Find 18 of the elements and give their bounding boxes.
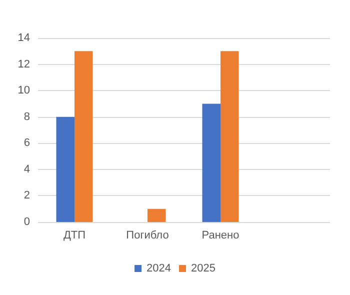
y-tick-label: 2 [24, 190, 30, 202]
x-tick-label: Погибло [126, 230, 169, 242]
legend-label: 2024 [146, 262, 172, 274]
y-tick-label: 12 [18, 58, 30, 70]
x-tick-label: ДТП [63, 230, 86, 242]
y-tick-label: 0 [24, 216, 30, 228]
y-tick-label: 8 [24, 110, 30, 123]
bar [220, 51, 239, 222]
y-tick-label: 14 [18, 32, 30, 44]
y-tick-label: 6 [24, 137, 30, 150]
bar [74, 51, 93, 222]
bar [56, 116, 74, 222]
x-tick-label: Ранено [202, 230, 240, 242]
y-tick-label: 4 [24, 163, 30, 176]
legend-label: 2025 [191, 262, 216, 274]
bar [148, 208, 166, 222]
bar [202, 104, 220, 222]
y-tick-label: 10 [18, 84, 30, 97]
